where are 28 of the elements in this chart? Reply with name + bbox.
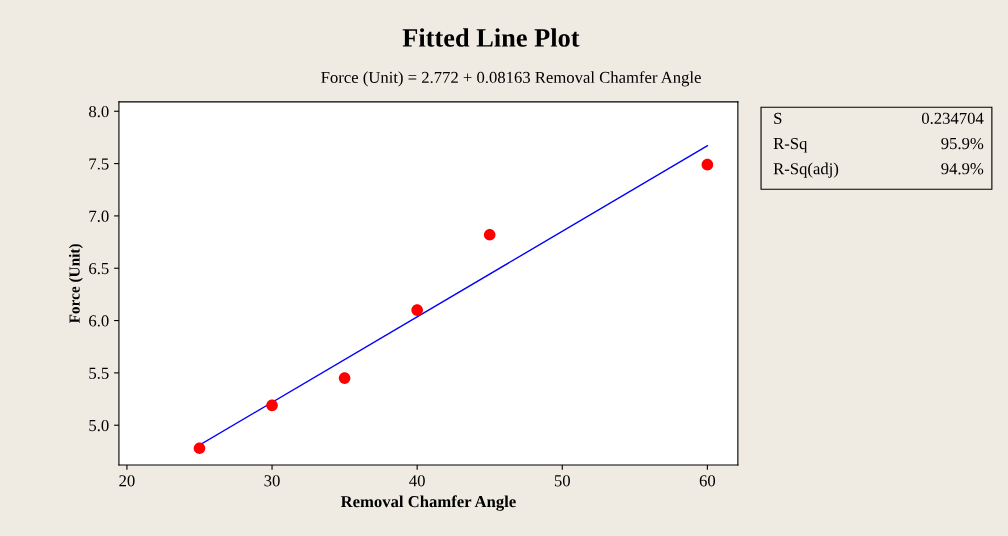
point <box>193 442 206 455</box>
text: 95.9% <box>941 137 984 150</box>
point <box>483 228 496 241</box>
y-tick-label: 7.5 <box>89 158 109 170</box>
text: R-Sq <box>773 137 808 153</box>
y-tick-label: 6.0 <box>89 315 109 327</box>
x-tick-label: 30 <box>264 475 280 487</box>
y-tick-label: 5.5 <box>89 367 109 379</box>
point <box>701 158 714 171</box>
y-tick-label: 7.0 <box>89 210 109 222</box>
x-tick-label: 40 <box>409 475 425 487</box>
x-tick-label: 50 <box>554 475 570 487</box>
y-tick-label: 8.0 <box>89 105 109 118</box>
y-tick-label: 6.5 <box>89 262 109 275</box>
point <box>266 399 278 412</box>
chart-title: Fitted Line Plot <box>402 28 580 47</box>
point <box>411 304 423 316</box>
text: R-Sq(adj) <box>773 162 839 178</box>
text: 94.9% <box>941 163 984 175</box>
y-axis-title: Force (Unit) <box>68 244 83 324</box>
chart-subtitle: Force (Unit) = 2.772 + 0.08163 Removal Chamfer Angle <box>321 71 701 87</box>
y-tick-label: 5.0 <box>89 419 109 432</box>
text: 0.234704 <box>921 112 984 125</box>
x-axis-title: Removal Chamfer Angle <box>340 495 516 511</box>
text: S <box>774 112 782 124</box>
point <box>338 372 351 384</box>
x-tick-label: 20 <box>119 475 135 487</box>
x-tick-label: 60 <box>699 475 716 487</box>
